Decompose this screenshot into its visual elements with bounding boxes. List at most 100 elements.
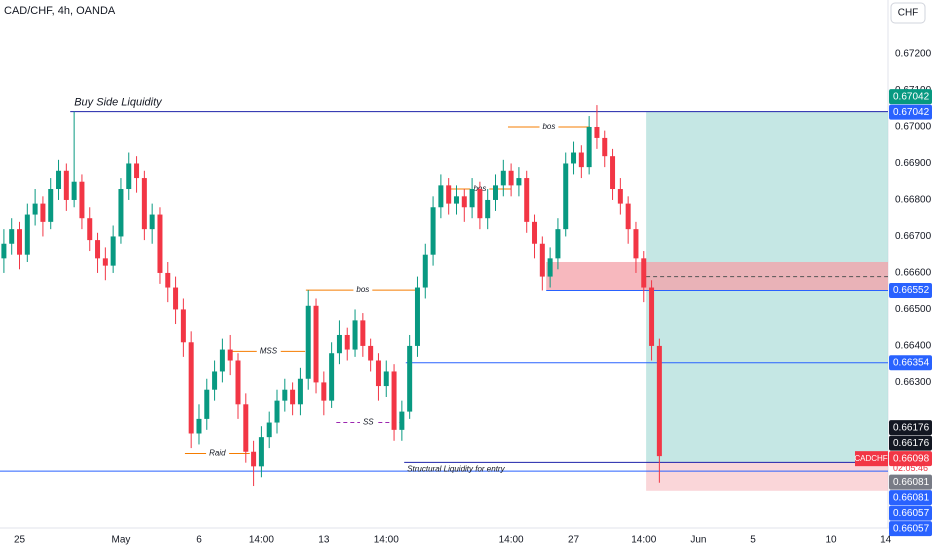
price-label-bg [889, 282, 932, 298]
candle-body [297, 378, 303, 405]
candle-body [266, 422, 272, 438]
candle-body [438, 185, 444, 208]
candle-body [40, 203, 46, 222]
candle-body [56, 170, 62, 190]
candle-body [375, 360, 381, 387]
candle-body [633, 229, 639, 259]
price-label: 0.66081 [893, 492, 930, 503]
currency-button-label[interactable]: CHF [898, 8, 919, 19]
y-tick-label: 0.66900 [895, 158, 932, 169]
candle-body [547, 258, 553, 277]
level-label: bos [542, 122, 555, 131]
candle-body [9, 229, 15, 244]
candle-body [625, 203, 631, 230]
candle-body [48, 189, 54, 222]
x-tick-label: 14:00 [249, 535, 274, 546]
level-label: bos [356, 285, 369, 294]
zone [646, 462, 888, 491]
price-label: 0.66354 [893, 357, 930, 368]
candle-body [329, 353, 335, 401]
price-label-bg [889, 104, 932, 120]
candle-body [336, 334, 342, 354]
price-label: 0.66057 [893, 508, 930, 519]
label-bg [359, 417, 378, 427]
candle-body [24, 214, 30, 255]
x-tick-label: 14:00 [374, 535, 399, 546]
price-label-bg [889, 89, 932, 105]
candle-body [243, 404, 249, 452]
price-label: 0.67042 [893, 91, 930, 102]
candle-body [641, 258, 647, 288]
candle-body [102, 258, 108, 266]
candle-body [461, 196, 467, 208]
price-label: 0.67042 [893, 107, 930, 118]
candle-body [321, 382, 327, 401]
candle-body [126, 163, 132, 190]
x-tick-label: 14:00 [631, 535, 656, 546]
candle-body [555, 229, 561, 259]
candle-body [258, 437, 264, 467]
candle-body [391, 371, 397, 430]
candle-body [313, 305, 319, 383]
candle-body [399, 411, 405, 430]
level-label: SS [363, 418, 374, 427]
y-tick-label: 0.67200 [895, 49, 932, 60]
candle-body [87, 218, 93, 241]
label-bg [256, 346, 281, 356]
y-tick-label: 0.67000 [895, 122, 932, 133]
candle-body [32, 203, 38, 215]
level-label: Raid [209, 449, 226, 458]
level-label: Structural Liquidity for entry [407, 464, 505, 473]
countdown: 02:05:46 [893, 463, 928, 473]
candle-body [204, 389, 210, 419]
symbol-tag: CADCHF [854, 454, 887, 463]
candle-body [180, 309, 186, 343]
price-label-bg [889, 435, 932, 451]
y-tick-label: 0.66800 [895, 195, 932, 206]
price-label-bg [889, 355, 932, 371]
symbol-tag-bg [855, 451, 888, 467]
x-tick-label: 14:00 [499, 535, 524, 546]
candle-body [571, 152, 577, 164]
y-tick-label: 0.66600 [895, 268, 932, 279]
candle-body [290, 389, 296, 405]
candle-body [477, 189, 483, 219]
label-bg [539, 122, 559, 132]
y-tick-label: 0.66400 [895, 341, 932, 352]
price-label: 0.66081 [893, 477, 930, 488]
candle-body [578, 152, 584, 168]
candle-body [469, 189, 475, 208]
candle-body [173, 287, 179, 310]
x-tick-label: 13 [318, 535, 330, 546]
candle-body [71, 181, 77, 200]
candle-body [141, 178, 147, 230]
y-tick-label: 0.66300 [895, 377, 932, 388]
candle-body [165, 272, 171, 288]
level-label: MSS [260, 347, 278, 356]
candle-body [110, 236, 116, 266]
candle-body [500, 170, 506, 186]
candle-body [539, 243, 545, 277]
candle-body [485, 199, 491, 219]
chart-title: CAD/CHF, 4h, OANDA [4, 5, 116, 17]
x-tick-label: Jun [690, 535, 706, 546]
currency-button[interactable] [890, 2, 926, 24]
candle-body [368, 345, 374, 361]
candle-body [188, 342, 194, 434]
candle-body [602, 137, 608, 157]
y-tick-label: 0.66500 [895, 304, 932, 315]
candle-body [17, 229, 23, 255]
candle-body [516, 178, 522, 186]
price-label: 0.66176 [893, 422, 930, 433]
candle-body [118, 189, 124, 237]
x-tick-label: 14 [880, 535, 892, 546]
price-label-bg [889, 451, 932, 467]
candle-body [196, 418, 202, 434]
candle-body [508, 170, 514, 186]
candle-body [383, 371, 389, 387]
price-label: 0.66057 [893, 523, 930, 534]
candle-body [493, 185, 499, 200]
candle-body [453, 196, 459, 204]
candle-body [344, 334, 350, 350]
